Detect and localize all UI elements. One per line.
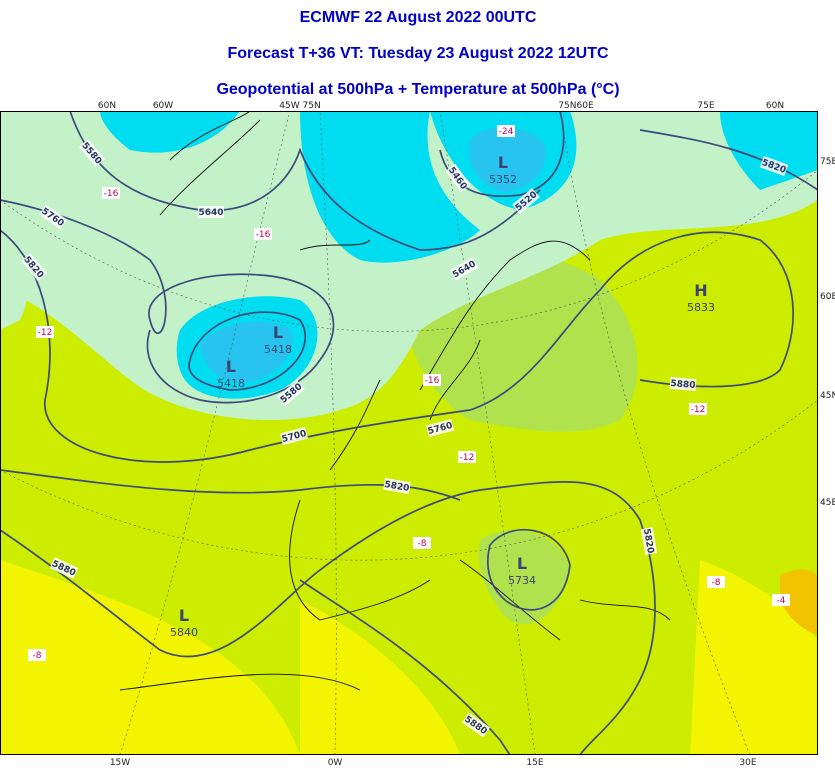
grid-lines bbox=[0, 111, 818, 755]
very-cold-zone bbox=[100, 111, 818, 263]
contour bbox=[0, 229, 794, 463]
map-area bbox=[0, 111, 818, 755]
contour-label-bg bbox=[277, 380, 305, 406]
center-symbol: L bbox=[273, 323, 283, 342]
coastline bbox=[119, 111, 671, 691]
contour-label-text: 5820 bbox=[384, 480, 410, 494]
graticule bbox=[0, 111, 818, 755]
temperature-label: -12 bbox=[460, 453, 475, 463]
center-value: 5418 bbox=[217, 377, 245, 390]
temperature-label-bg bbox=[36, 326, 54, 338]
bottom-axis-label: 30E bbox=[739, 758, 756, 768]
bottom-axis-label: 15W bbox=[110, 758, 130, 768]
temperature-label-bg bbox=[772, 594, 790, 606]
top-axis-label: 60W bbox=[153, 101, 173, 111]
center-symbol: H bbox=[694, 281, 707, 300]
temperature-label: -16 bbox=[104, 189, 119, 199]
top-axis-label: 60N bbox=[766, 101, 784, 111]
contour bbox=[0, 129, 818, 501]
title: Geopotential at 500hPa + Temperature at … bbox=[216, 81, 619, 98]
contour bbox=[486, 528, 571, 611]
top-axis-label: 45W 75N bbox=[279, 101, 320, 111]
temperature-label-bg bbox=[413, 537, 431, 549]
right-axis-label: 45N bbox=[820, 391, 835, 401]
contour-label-bg bbox=[49, 557, 79, 579]
contour-label: 5640 bbox=[198, 206, 224, 218]
temperature-label: -8 bbox=[418, 539, 427, 549]
temperature-label-bg bbox=[28, 649, 46, 661]
center-symbol: L bbox=[517, 554, 527, 573]
temperature-label-bg bbox=[497, 125, 515, 137]
contour-label-bg bbox=[425, 418, 455, 438]
bottom-axis-label: 15E bbox=[526, 758, 543, 768]
contour-label-bg bbox=[669, 376, 697, 392]
contour bbox=[0, 481, 656, 755]
contour-label-bg bbox=[461, 712, 491, 738]
temperature-label: -12 bbox=[691, 405, 706, 415]
center-value: 5833 bbox=[687, 301, 715, 314]
contour-label-bg bbox=[383, 477, 411, 495]
contour-label-bg bbox=[449, 257, 479, 281]
contour-label: 5820 bbox=[383, 477, 411, 495]
contour-label-bg bbox=[198, 206, 224, 218]
center-value: 5352 bbox=[489, 173, 517, 186]
warm-zone bbox=[0, 560, 818, 755]
bottom-axis-label: 0W bbox=[328, 758, 343, 768]
contour-label-bg bbox=[759, 155, 789, 177]
temperature-label: -16 bbox=[425, 376, 440, 386]
top-axis-label: 75E bbox=[697, 101, 714, 111]
contour-label-bg bbox=[79, 139, 105, 167]
temperature-label: -24 bbox=[499, 127, 514, 137]
contour-label-bg bbox=[640, 527, 658, 555]
temperature-label: -12 bbox=[38, 328, 53, 338]
center-symbol: L bbox=[226, 357, 236, 376]
contour-label-bg bbox=[38, 204, 68, 230]
right-axis-label: 75E bbox=[820, 157, 835, 167]
contour-label-bg bbox=[445, 163, 471, 193]
right-axis-label: 60E bbox=[820, 292, 835, 302]
contour-label: 5820 bbox=[640, 527, 658, 555]
contour-label: 5880 bbox=[669, 376, 697, 392]
temperature-label: -16 bbox=[256, 230, 271, 240]
title: Forecast T+36 VT: Tuesday 23 August 2022… bbox=[227, 45, 608, 62]
title: ECMWF 22 August 2022 00UTC bbox=[300, 9, 537, 26]
temperature-label-bg bbox=[458, 451, 476, 463]
contour bbox=[188, 311, 307, 391]
temperature-label-bg bbox=[254, 228, 272, 240]
right-axis-label: 45E bbox=[820, 498, 835, 508]
contour bbox=[0, 199, 335, 404]
cool-zone bbox=[400, 253, 638, 625]
center-symbol: L bbox=[179, 606, 189, 625]
contour-label-bg bbox=[279, 426, 309, 446]
center-value: 5418 bbox=[264, 343, 292, 356]
temperature-label-bg bbox=[102, 187, 120, 199]
hot-zone bbox=[780, 569, 818, 635]
temperature-label-bg bbox=[707, 576, 725, 588]
contour-label-text: 5820 bbox=[641, 528, 655, 554]
temperature-label: -8 bbox=[712, 578, 721, 588]
contour bbox=[69, 111, 541, 251]
center-symbol: L bbox=[498, 153, 508, 172]
contour bbox=[299, 579, 511, 755]
contours bbox=[0, 111, 818, 755]
temperature-label-bg bbox=[423, 374, 441, 386]
cold-zone bbox=[0, 180, 31, 330]
top-axis-label: 75N60E bbox=[558, 101, 594, 111]
temperature-label-bg bbox=[689, 403, 707, 415]
temperature-label: -4 bbox=[777, 596, 786, 606]
map-frame bbox=[0, 111, 818, 755]
coldest-zone bbox=[200, 127, 546, 383]
contour-label-text: 5640 bbox=[198, 208, 223, 218]
center-value: 5840 bbox=[170, 626, 198, 639]
center-value: 5734 bbox=[508, 574, 536, 587]
top-axis-label: 60N bbox=[98, 101, 116, 111]
coastlines bbox=[119, 111, 671, 691]
temperature-label: -8 bbox=[33, 651, 42, 661]
contour-label-text: 5880 bbox=[670, 379, 696, 391]
contour-label-bg bbox=[21, 253, 47, 281]
contour-label-bg bbox=[512, 188, 540, 214]
